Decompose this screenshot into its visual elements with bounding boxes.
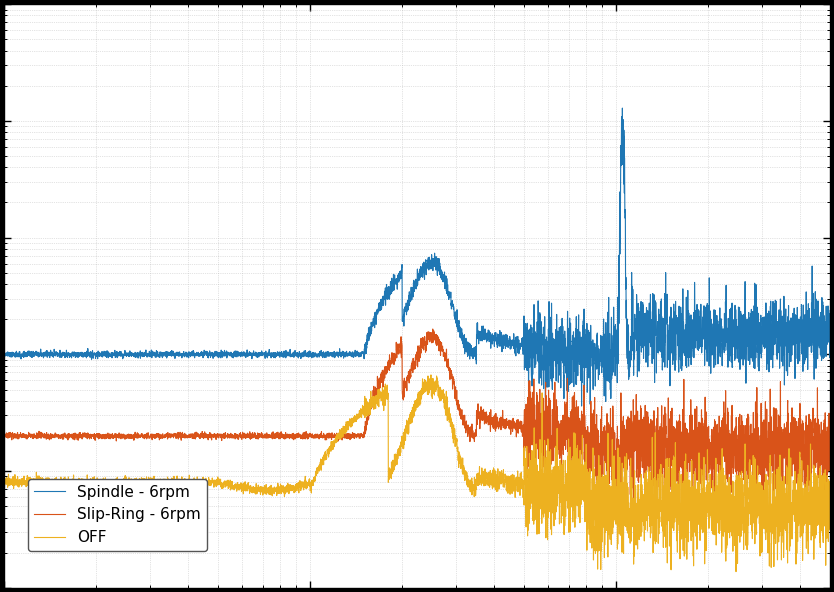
Line: Slip-Ring - 6rpm: Slip-Ring - 6rpm — [4, 329, 830, 501]
Slip-Ring - 6rpm — [428, 326, 438, 333]
OFF — [678, 547, 688, 554]
Spindle - 6rpm — [576, 403, 586, 410]
OFF — [149, 479, 159, 486]
OFF — [536, 482, 546, 490]
Spindle - 6rpm — [825, 319, 834, 326]
OFF — [825, 494, 834, 501]
Slip-Ring - 6rpm — [678, 426, 688, 433]
Slip-Ring - 6rpm — [149, 432, 159, 439]
Spindle - 6rpm — [149, 352, 159, 359]
OFF — [731, 568, 741, 575]
Spindle - 6rpm — [678, 331, 688, 338]
Slip-Ring - 6rpm — [615, 432, 626, 439]
Legend: Spindle - 6rpm, Slip-Ring - 6rpm, OFF: Spindle - 6rpm, Slip-Ring - 6rpm, OFF — [28, 478, 207, 551]
Slip-Ring - 6rpm — [0, 435, 9, 442]
Spindle - 6rpm — [0, 353, 9, 361]
Line: OFF: OFF — [4, 375, 830, 572]
OFF — [426, 371, 436, 378]
Spindle - 6rpm — [314, 348, 324, 355]
Spindle - 6rpm — [617, 105, 627, 112]
Slip-Ring - 6rpm — [825, 457, 834, 464]
Line: Spindle - 6rpm: Spindle - 6rpm — [4, 108, 830, 406]
Slip-Ring - 6rpm — [615, 497, 625, 504]
OFF — [314, 464, 324, 471]
Spindle - 6rpm — [615, 205, 626, 213]
OFF — [495, 482, 505, 490]
OFF — [615, 532, 626, 539]
Slip-Ring - 6rpm — [314, 434, 324, 441]
Slip-Ring - 6rpm — [536, 410, 546, 417]
Spindle - 6rpm — [536, 343, 546, 350]
Spindle - 6rpm — [495, 337, 505, 344]
Slip-Ring - 6rpm — [495, 415, 505, 422]
OFF — [0, 482, 9, 490]
